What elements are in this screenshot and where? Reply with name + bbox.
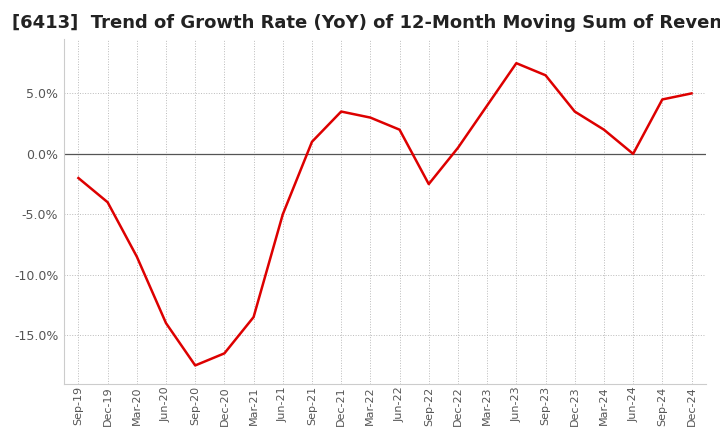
Title: [6413]  Trend of Growth Rate (YoY) of 12-Month Moving Sum of Revenues: [6413] Trend of Growth Rate (YoY) of 12-… [12,14,720,32]
